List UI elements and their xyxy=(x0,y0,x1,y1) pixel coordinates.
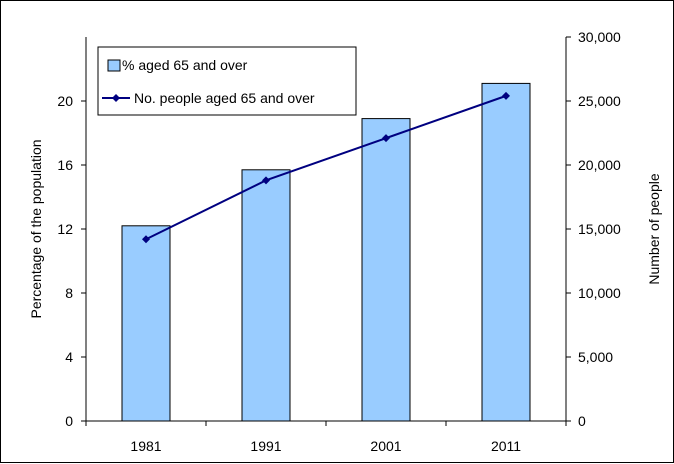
y2-tick-label: 5,000 xyxy=(578,349,613,365)
bar-1981 xyxy=(121,225,171,422)
y2-tick-label: 10,000 xyxy=(578,285,621,301)
legend: % aged 65 and over No. people aged 65 an… xyxy=(97,46,357,116)
y-tick-label: 4 xyxy=(65,349,73,365)
y2-tick-label: 20,000 xyxy=(578,157,621,173)
y2-axis-label: Number of people xyxy=(646,173,662,285)
line-point-2001 xyxy=(382,134,390,143)
x-tick-label: 2001 xyxy=(370,438,401,454)
bar-1991 xyxy=(241,169,291,422)
bar-2001 xyxy=(361,118,411,422)
line-point-1981 xyxy=(142,235,150,244)
y-tick-label: 12 xyxy=(57,221,73,237)
x-tick-label: 1981 xyxy=(130,438,161,454)
y-tick-label: 0 xyxy=(65,413,73,429)
legend-box xyxy=(97,46,357,116)
x-tick-label: 1991 xyxy=(250,438,281,454)
y2-tick-label: 25,000 xyxy=(578,93,621,109)
legend-bar-label: % aged 65 and over xyxy=(122,57,248,73)
y-tick-label: 8 xyxy=(65,285,73,301)
line-point-2011 xyxy=(502,91,510,100)
line-series-path xyxy=(145,94,507,241)
line-point-1991 xyxy=(262,176,270,185)
x-tick-label: 2011 xyxy=(491,438,521,454)
bar-2011 xyxy=(481,82,531,422)
legend-line-label: No. people aged 65 and over xyxy=(134,90,315,106)
y2-tick-label: 30,000 xyxy=(578,29,621,45)
legend-bar-swatch xyxy=(107,59,121,72)
legend-line-marker xyxy=(112,94,120,102)
y2-tick-label: 0 xyxy=(578,413,586,429)
y-tick-label: 20 xyxy=(57,93,73,109)
y2-tick-label: 15,000 xyxy=(578,221,621,237)
y-axis-label: Percentage of the population xyxy=(28,139,44,318)
y-tick-label: 16 xyxy=(57,157,73,173)
